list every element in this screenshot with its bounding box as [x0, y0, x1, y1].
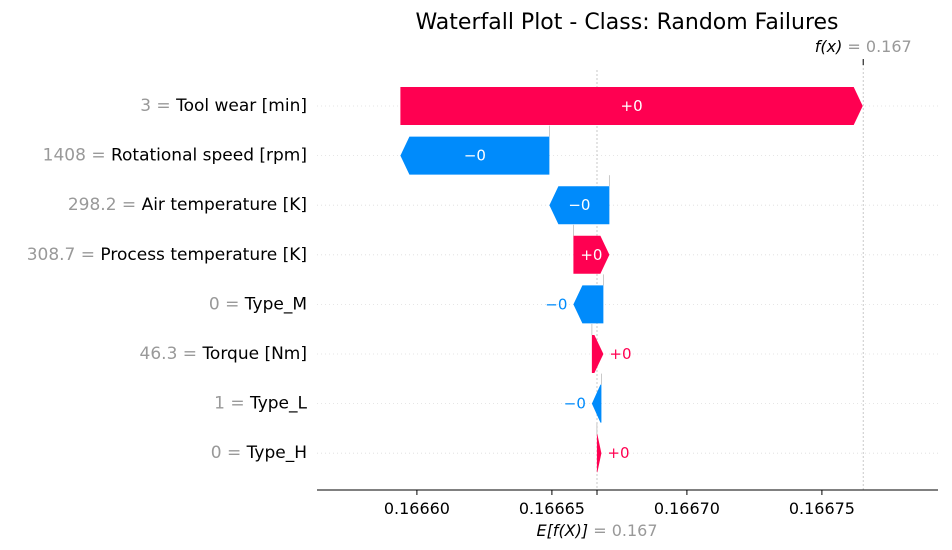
bar-negative [400, 136, 550, 175]
bars [400, 87, 863, 473]
bar-negative [549, 186, 610, 225]
feature-value: 3 = [140, 96, 176, 116]
x-axis: 0.16660 0.16665 0.16670 0.16675 E[f(X)] = 0.… [317, 37, 938, 540]
bar-positive [573, 235, 610, 274]
reference-lines [548, 60, 864, 490]
feature-label: 1408 = Rotational speed [rpm] [43, 146, 307, 166]
x-tick-label: 0.16660 [384, 499, 450, 518]
base-value-number: = 0.167 [593, 521, 657, 540]
x-tick-label: 0.16665 [519, 499, 585, 518]
x-tick-label: 0.16675 [789, 499, 855, 518]
feature-name: Torque [Nm] [201, 344, 307, 364]
bar-positive [596, 434, 602, 473]
feature-value: 1408 = [43, 146, 111, 166]
feature-label: 1 = Type_L [214, 394, 307, 414]
feature-label: 308.7 = Process temperature [K] [27, 245, 307, 265]
feature-value: 308.7 = [27, 245, 101, 265]
feature-name: Air temperature [K] [142, 195, 307, 215]
chart-title: Waterfall Plot - Class: Random Failures [415, 10, 838, 35]
base-value-prefix: E[f(X)] [536, 521, 593, 540]
bar-value-label: −0 [545, 295, 567, 313]
bar-value-label: +0 [580, 246, 602, 264]
bar-value-label: −0 [564, 395, 586, 413]
feature-name: Process temperature [K] [100, 245, 307, 265]
feature-value: 0 = [209, 294, 245, 314]
bar-value-label: −0 [464, 147, 486, 165]
base-value-label: E[f(X)] = 0.167 [536, 521, 657, 540]
feature-value: 0 = [211, 443, 247, 463]
bar-positive [400, 87, 863, 125]
feature-label: 0 = Type_H [211, 443, 307, 463]
feature-value: 46.3 = [140, 344, 203, 364]
feature-label: 3 = Tool wear [min] [140, 96, 307, 116]
bar-negative [591, 384, 602, 423]
x-tick-label: 0.16670 [654, 499, 720, 518]
bar-value-label: −0 [568, 196, 590, 214]
feature-value: 298.2 = [68, 195, 142, 215]
feature-label: 298.2 = Air temperature [K] [68, 195, 307, 215]
feature-name: Tool wear [min] [175, 96, 307, 116]
feature-labels: +0 3 = Tool wear [min] −0 1408 = Rotational… [27, 96, 643, 463]
output-value-prefix: f(x) [815, 37, 848, 56]
output-value-label: f(x) = 0.167 [815, 37, 912, 56]
bar-value-label: +0 [609, 345, 631, 363]
feature-name: Type_L [249, 394, 308, 414]
output-value-number: = 0.167 [847, 37, 911, 56]
bar-value-label: +0 [621, 97, 643, 115]
feature-label: 46.3 = Torque [Nm] [140, 344, 307, 364]
bar-value-label: +0 [607, 444, 629, 462]
bar-positive [591, 335, 604, 373]
feature-name: Type_M [244, 294, 307, 314]
feature-value: 1 = [214, 394, 250, 414]
feature-name: Type_H [246, 443, 307, 463]
feature-name: Rotational speed [rpm] [111, 146, 307, 166]
feature-label: 0 = Type_M [209, 294, 307, 314]
bar-negative [573, 285, 604, 324]
